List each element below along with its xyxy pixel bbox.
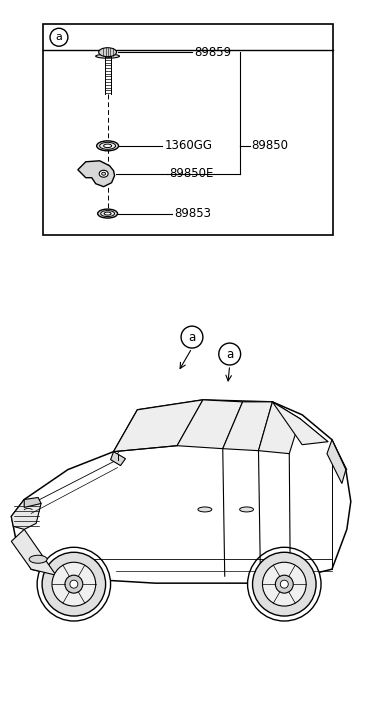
Circle shape — [181, 326, 203, 348]
Circle shape — [52, 562, 96, 606]
Polygon shape — [78, 161, 114, 187]
Circle shape — [252, 553, 316, 616]
Text: 89850E: 89850E — [169, 167, 213, 180]
Polygon shape — [273, 402, 328, 445]
Polygon shape — [11, 400, 351, 583]
Circle shape — [42, 553, 106, 616]
Ellipse shape — [198, 507, 212, 512]
Polygon shape — [24, 497, 41, 507]
Ellipse shape — [98, 209, 117, 218]
Text: a: a — [56, 32, 63, 42]
Circle shape — [247, 547, 321, 621]
Ellipse shape — [100, 142, 116, 149]
Ellipse shape — [29, 555, 47, 563]
Ellipse shape — [99, 48, 116, 57]
Polygon shape — [11, 499, 41, 529]
Polygon shape — [327, 440, 346, 483]
Polygon shape — [111, 451, 125, 465]
Text: 1360GG: 1360GG — [164, 140, 212, 153]
Polygon shape — [177, 400, 243, 449]
Polygon shape — [223, 402, 273, 451]
Bar — [43, 24, 333, 236]
Text: 89859: 89859 — [194, 46, 231, 59]
Text: 89850: 89850 — [252, 140, 288, 153]
Circle shape — [70, 580, 78, 588]
Ellipse shape — [240, 507, 254, 512]
Circle shape — [37, 547, 111, 621]
Ellipse shape — [96, 55, 119, 58]
Ellipse shape — [101, 211, 114, 217]
Text: a: a — [226, 348, 233, 361]
Ellipse shape — [99, 170, 108, 177]
Circle shape — [280, 580, 288, 588]
Circle shape — [276, 575, 293, 593]
Polygon shape — [258, 402, 300, 454]
Text: a: a — [188, 331, 196, 344]
Ellipse shape — [97, 141, 119, 150]
Polygon shape — [11, 529, 56, 575]
Circle shape — [263, 562, 306, 606]
Circle shape — [50, 28, 68, 47]
Ellipse shape — [102, 172, 106, 175]
Ellipse shape — [104, 212, 111, 215]
Circle shape — [219, 343, 241, 365]
Circle shape — [65, 575, 83, 593]
Text: 89853: 89853 — [174, 207, 211, 220]
Polygon shape — [114, 400, 203, 451]
Ellipse shape — [103, 144, 111, 148]
